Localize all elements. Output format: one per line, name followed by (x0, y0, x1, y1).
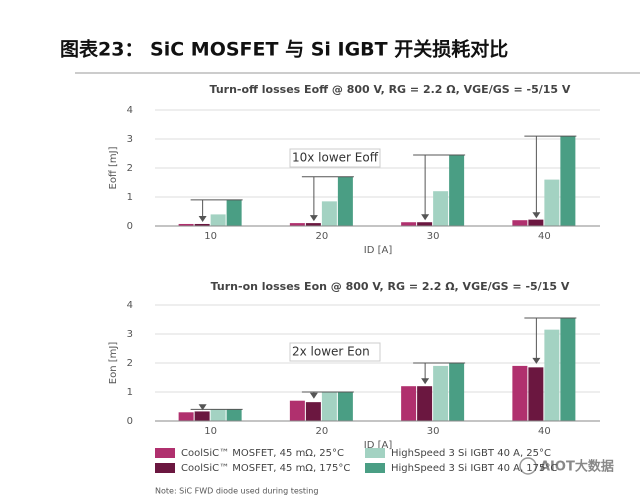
note: Note: SiC FWD diode used during testing (155, 487, 318, 496)
bar (321, 392, 337, 421)
bar (401, 386, 417, 421)
y-tick-label: 0 (127, 221, 133, 232)
x-tick-label: 40 (538, 231, 551, 242)
bar (305, 223, 321, 226)
watermark-icon (519, 457, 537, 475)
arrow-head (421, 378, 430, 385)
arrow-head (198, 404, 207, 411)
bar (289, 400, 305, 421)
arrow-head (309, 215, 318, 222)
x-tick-label: 10 (204, 426, 217, 437)
bar (226, 409, 242, 421)
bar (544, 179, 560, 226)
legend-label: CoolSiC™ MOSFET, 45 mΩ, 175°C (181, 463, 350, 474)
bar (417, 222, 433, 226)
bar (289, 223, 305, 226)
bar (560, 318, 576, 421)
arrow-head (421, 214, 430, 221)
y-axis-label: Eon [mJ] (108, 342, 119, 385)
bar (210, 214, 226, 226)
bar (449, 363, 465, 421)
bar (210, 409, 226, 421)
y-tick-label: 2 (127, 163, 133, 174)
legend-swatch (365, 448, 385, 458)
x-tick-label: 30 (427, 231, 440, 242)
watermark: AIOT大数据 (540, 459, 614, 475)
bar (178, 412, 194, 421)
bar (178, 223, 194, 226)
y-tick-label: 1 (127, 192, 133, 203)
x-tick-label: 40 (538, 426, 551, 437)
x-tick-label: 30 (427, 426, 440, 437)
x-tick-label: 10 (204, 231, 217, 242)
bar (512, 220, 528, 226)
chart-title: Turn-on losses Eon @ 800 V, RG = 2.2 Ω, … (211, 280, 570, 293)
bar (417, 386, 433, 421)
legend-swatch (155, 463, 175, 473)
y-tick-label: 3 (127, 134, 133, 145)
bar (226, 199, 242, 226)
bar (194, 223, 210, 226)
heading: 图表23： SiC MOSFET 与 Si IGBT 开关损耗对比 (60, 38, 508, 61)
bar (528, 219, 544, 226)
annotation-box (289, 148, 381, 168)
arrow-head (532, 212, 541, 219)
y-tick-label: 4 (127, 300, 133, 311)
arrow-head (309, 392, 318, 399)
bar (512, 365, 528, 421)
y-tick-label: 4 (127, 105, 133, 116)
legend-label: HighSpeed 3 Si IGBT 40 A, 175°C (391, 463, 557, 474)
annotation-box (289, 342, 381, 362)
legend-swatch (155, 448, 175, 458)
bar (433, 365, 449, 421)
arrow-head (532, 357, 541, 364)
bar (544, 329, 560, 421)
x-tick-label: 20 (316, 231, 329, 242)
x-tick-label: 20 (316, 426, 329, 437)
legend-label: HighSpeed 3 Si IGBT 40 A, 25°C (391, 448, 551, 459)
annotation: 2x lower Eon (292, 345, 370, 359)
bar (433, 191, 449, 226)
bar (321, 201, 337, 226)
bar (449, 154, 465, 226)
bar (337, 176, 353, 226)
bar (560, 136, 576, 226)
bar (337, 392, 353, 421)
legend-label: CoolSiC™ MOSFET, 45 mΩ, 25°C (181, 448, 344, 459)
y-tick-label: 3 (127, 329, 133, 340)
bar (305, 402, 321, 421)
bar (194, 411, 210, 421)
y-tick-label: 0 (127, 416, 133, 427)
bar (528, 367, 544, 421)
legend-swatch (365, 463, 385, 473)
y-tick-label: 2 (127, 358, 133, 369)
y-axis-label: Eoff [mJ] (108, 146, 119, 189)
x-axis-label: ID [A] (364, 440, 393, 451)
bar (401, 222, 417, 226)
annotation: 10x lower Eoff (292, 151, 379, 165)
y-tick-label: 1 (127, 387, 133, 398)
chart-title: Turn-off losses Eoff @ 800 V, RG = 2.2 Ω… (210, 83, 571, 96)
x-axis-label: ID [A] (364, 245, 393, 256)
arrow-head (198, 215, 207, 222)
